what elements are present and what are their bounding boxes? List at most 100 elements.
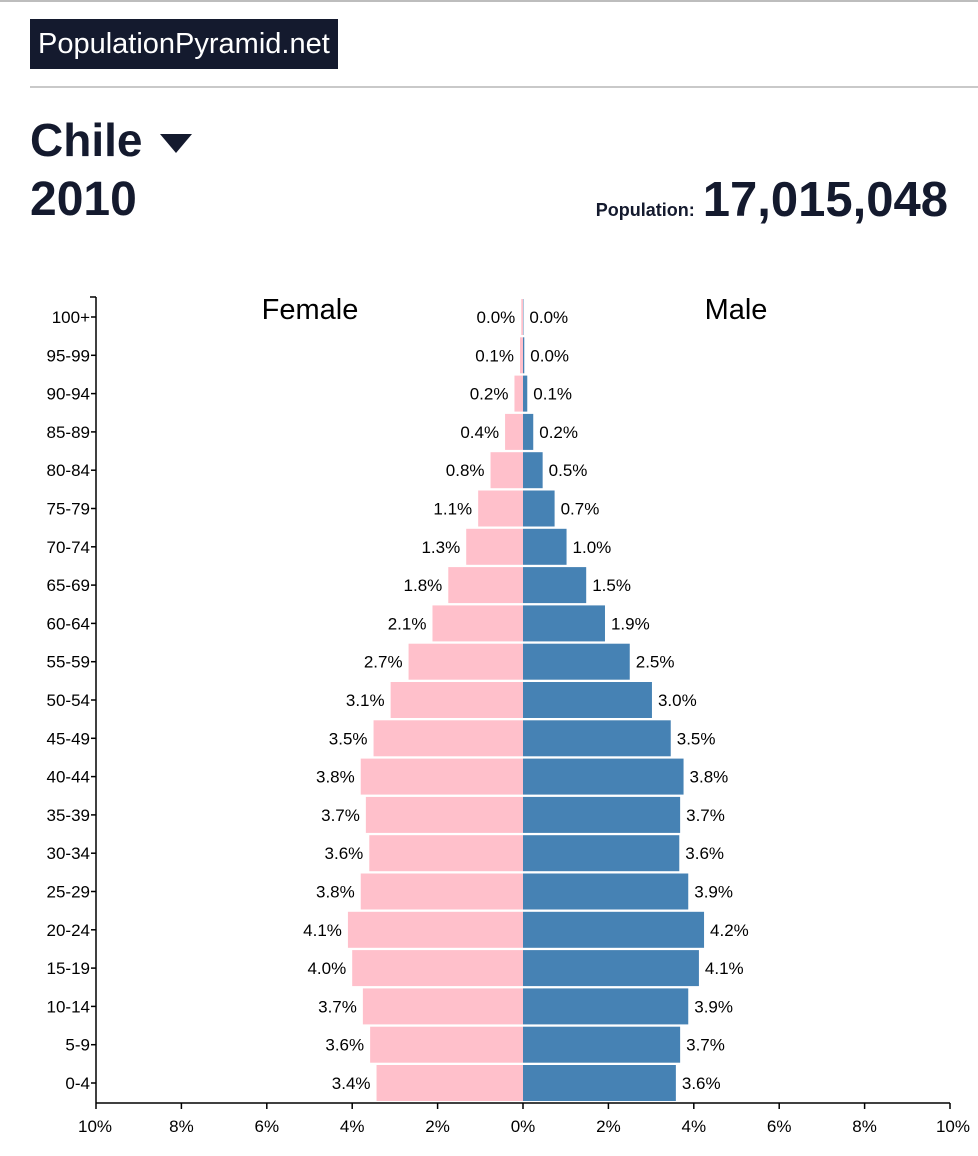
male-value-label: 0.0% [529,308,568,327]
x-tick-label: 8% [852,1117,877,1136]
age-label: 20-24 [47,921,90,940]
female-value-label: 2.1% [388,614,427,633]
male-value-label: 3.9% [694,997,733,1016]
female-value-label: 3.7% [321,806,360,825]
age-label: 15-19 [47,959,90,978]
age-label: 65-69 [47,576,90,595]
population-summary: Population: 17,015,048 [596,170,948,230]
male-value-label: 0.1% [533,385,572,404]
female-value-label: 3.5% [329,729,368,748]
female-bar[interactable] [360,873,523,910]
female-bar[interactable] [352,950,523,987]
male-bar[interactable] [523,720,671,757]
age-label: 35-39 [47,806,90,825]
age-label: 25-29 [47,883,90,902]
x-tick-label: 2% [596,1117,621,1136]
male-bar[interactable] [523,835,680,872]
chevron-down-icon[interactable] [160,133,193,153]
male-value-label: 0.7% [561,500,600,519]
male-value-label: 3.0% [658,691,697,710]
male-value-label: 3.9% [694,883,733,902]
male-bar[interactable] [523,337,525,374]
female-bar[interactable] [369,835,523,872]
header-divider [30,86,978,88]
female-bar[interactable] [521,299,523,335]
female-bar[interactable] [432,605,523,642]
female-bar[interactable] [373,720,523,757]
female-bar[interactable] [478,490,523,527]
male-bar[interactable] [523,873,689,910]
male-value-label: 2.5% [636,653,675,672]
female-value-label: 3.6% [325,844,364,863]
male-value-label: 3.6% [682,1074,721,1093]
female-value-label: 1.3% [421,538,460,557]
female-bar[interactable] [448,567,523,604]
female-bar[interactable] [362,988,523,1025]
female-bar[interactable] [390,682,523,718]
x-tick-label: 8% [169,1117,194,1136]
female-bar[interactable] [347,911,523,948]
age-label: 70-74 [47,538,90,557]
male-value-label: 3.5% [677,729,716,748]
male-bar[interactable] [523,1026,681,1063]
male-bar[interactable] [523,643,630,680]
female-bar[interactable] [520,337,523,374]
female-bar[interactable] [360,758,523,795]
age-label: 30-34 [47,844,90,863]
female-bar[interactable] [466,528,523,565]
male-bar[interactable] [523,950,699,987]
site-logo[interactable]: PopulationPyramid.net [30,19,338,69]
female-value-label: 3.7% [318,997,357,1016]
male-value-label: 3.7% [686,806,725,825]
age-label: 95-99 [47,346,90,365]
male-value-label: 3.8% [690,768,729,787]
male-value-label: 4.1% [705,959,744,978]
female-bar[interactable] [408,643,523,680]
female-value-label: 3.8% [316,768,355,787]
female-value-label: 4.0% [307,959,346,978]
female-value-label: 3.4% [332,1074,371,1093]
female-bar[interactable] [376,1065,523,1101]
male-value-label: 4.2% [710,921,749,940]
male-bar[interactable] [523,490,555,527]
age-label: 100+ [52,308,90,327]
male-bar[interactable] [523,682,652,718]
female-value-label: 0.1% [475,346,514,365]
male-bar[interactable] [523,567,587,604]
male-bar[interactable] [523,758,684,795]
country-selector[interactable]: Chile [30,112,193,168]
x-tick-label: 2% [425,1117,450,1136]
female-value-label: 0.0% [477,308,516,327]
male-bar[interactable] [523,452,543,489]
year-title: 2010 [30,173,137,226]
population-label: Population: [595,200,695,220]
male-bar[interactable] [523,988,689,1025]
male-bar[interactable] [523,375,528,412]
x-tick-label: 4% [340,1117,365,1136]
male-bar[interactable] [523,911,705,948]
male-bar[interactable] [523,1065,676,1101]
female-bar[interactable] [370,1026,523,1063]
age-label: 80-84 [47,461,90,480]
age-label: 0-4 [65,1074,90,1093]
female-value-label: 0.4% [460,423,499,442]
male-series-label: Male [705,294,768,326]
female-value-label: 3.1% [346,691,385,710]
male-bar[interactable] [523,528,567,565]
male-bar[interactable] [523,413,534,450]
male-bar[interactable] [523,605,605,642]
female-bar[interactable] [365,796,523,833]
age-label: 45-49 [47,729,90,748]
age-label: 5-9 [65,1036,90,1055]
female-value-label: 2.7% [364,653,403,672]
male-bar[interactable] [523,796,681,833]
age-label: 40-44 [47,768,90,787]
female-bar[interactable] [505,413,523,450]
male-value-label: 0.0% [530,346,569,365]
x-tick-label: 6% [767,1117,792,1136]
female-value-label: 3.6% [325,1036,364,1055]
female-bar[interactable] [514,375,523,412]
male-value-label: 0.2% [539,423,578,442]
female-bar[interactable] [490,452,523,489]
